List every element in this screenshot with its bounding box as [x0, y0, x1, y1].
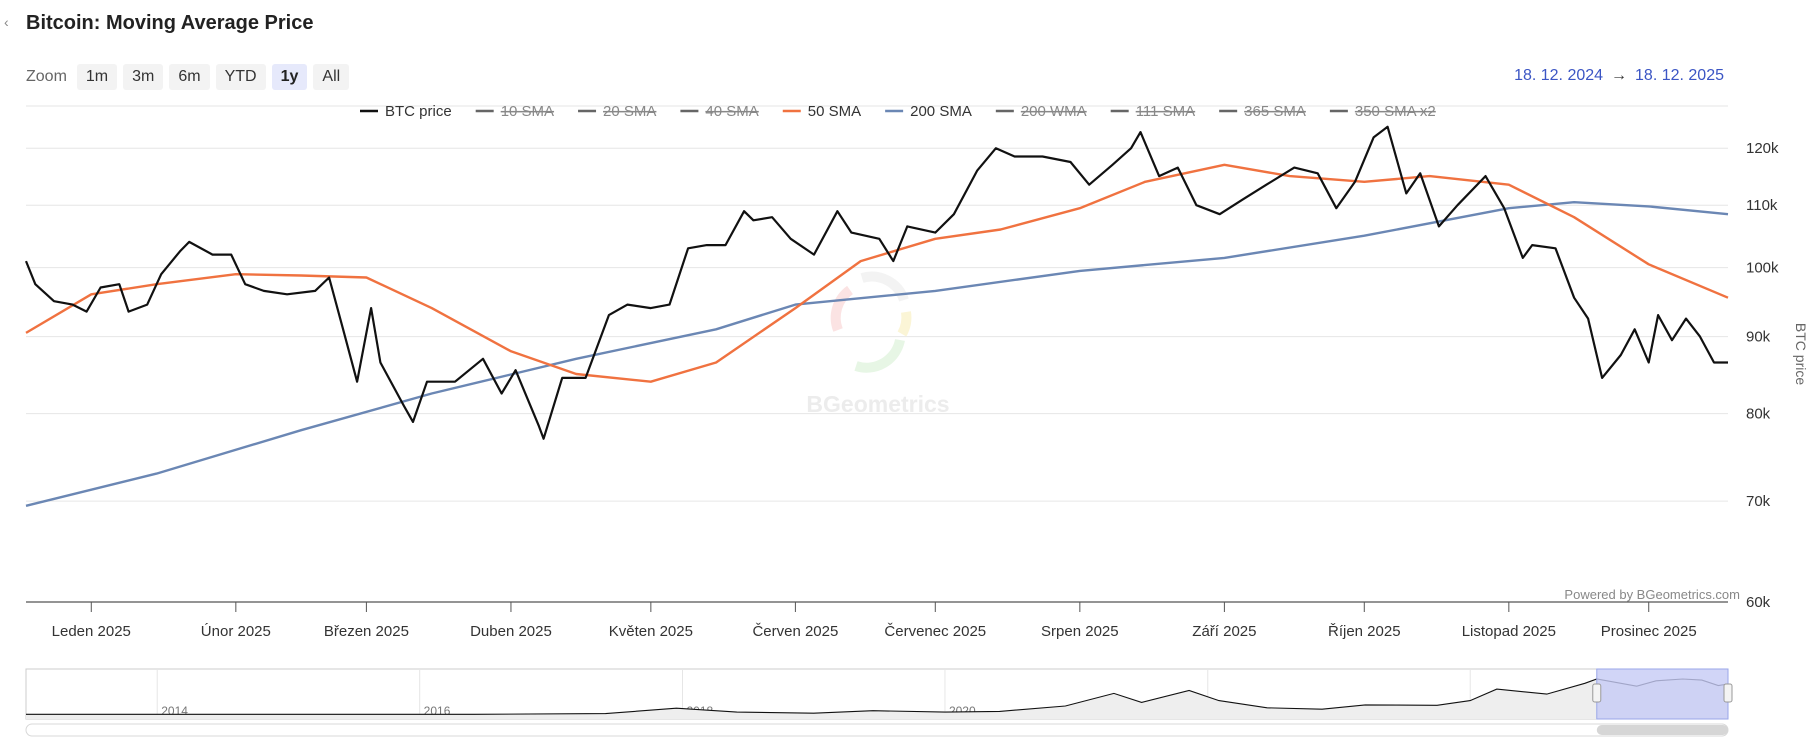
credit-text[interactable]: Powered by BGeometrics.com	[1564, 587, 1740, 602]
date-range: 18. 12. 2024 → 18. 12. 2025	[1514, 67, 1724, 85]
series-line-200-sma	[25, 201, 1729, 507]
y-tick-label: 110k	[1746, 197, 1778, 214]
scrollbar-thumb[interactable]	[1596, 725, 1728, 735]
series-layer	[24, 125, 1729, 507]
legend-item-365-sma[interactable]: 365 SMA	[1244, 103, 1306, 120]
x-tick-label: Leden 2025	[52, 623, 131, 640]
y-tick-label: 60k	[1746, 594, 1771, 611]
x-tick-label: Duben 2025	[470, 623, 552, 640]
x-tick-label: Červen 2025	[752, 623, 838, 640]
legend-item-200-sma[interactable]: 200 SMA	[910, 103, 972, 120]
x-tick-label: Říjen 2025	[1328, 623, 1401, 640]
y-tick-label: 70k	[1746, 493, 1771, 510]
legend-item-10-sma[interactable]: 10 SMA	[501, 103, 554, 120]
zoom-label: Zoom	[26, 68, 67, 85]
legend-item-40-sma[interactable]: 40 SMA	[705, 103, 758, 120]
date-range-arrow: →	[1611, 67, 1628, 84]
zoom-all-button[interactable]: All	[313, 64, 350, 90]
zoom-6m-button[interactable]: 6m	[169, 64, 210, 90]
scrollbar-track[interactable]	[25, 723, 1729, 737]
navigator-right-handle[interactable]	[1723, 683, 1733, 703]
legend-item-111-sma[interactable]: 111 SMA	[1136, 103, 1195, 120]
x-tick-label: Únor 2025	[201, 623, 271, 640]
x-tick-label: Květen 2025	[609, 623, 693, 640]
y-axis-title: BTC price	[1793, 323, 1809, 385]
date-from-input[interactable]: 18. 12. 2024	[1514, 67, 1604, 84]
watermark-logo: BGeometrics	[806, 271, 950, 417]
legend-item-50-sma[interactable]: 50 SMA	[808, 103, 861, 120]
watermark-arc-icon	[897, 311, 912, 337]
back-arrow-icon[interactable]: ‹	[4, 14, 9, 30]
watermark-arc-icon	[854, 338, 905, 373]
legend-item-20-sma[interactable]: 20 SMA	[603, 103, 656, 120]
zoom-ytd-button[interactable]: YTD	[215, 64, 266, 90]
watermark-text: BGeometrics	[806, 391, 949, 417]
x-tick-label: Září 2025	[1192, 623, 1256, 640]
y-tick-label: 90k	[1746, 329, 1771, 346]
x-tick-label: Srpen 2025	[1041, 623, 1119, 640]
y-tick-label: 80k	[1746, 406, 1771, 423]
grid-lines	[26, 105, 1728, 502]
series-line-btc-price	[24, 125, 1728, 440]
series-line-50-sma	[25, 163, 1729, 383]
navigator-left-handle[interactable]	[1592, 683, 1602, 703]
legend-item-350-sma-x2[interactable]: 350 SMA x2	[1355, 103, 1436, 120]
axes: 60k 70k 80k 90k 100k 110k 120k Leden 2025 Únor 2…	[26, 140, 1809, 640]
date-to-input[interactable]: 18. 12. 2025	[1635, 67, 1724, 84]
y-tick-label: 100k	[1746, 260, 1779, 277]
x-tick-label: Červenec 2025	[884, 623, 986, 640]
x-tick-label: Březen 2025	[324, 623, 409, 640]
navigator-selection[interactable]	[1596, 668, 1729, 720]
x-tick-label: Listopad 2025	[1462, 623, 1556, 640]
watermark-arc-icon	[830, 285, 854, 332]
legend-item-200-wma[interactable]: 200 WMA	[1021, 103, 1087, 120]
navigator: 201420162018202020222024	[25, 668, 1733, 737]
zoom-1m-button[interactable]: 1m	[76, 64, 118, 90]
legend: BTC price 10 SMA 20 SMA 40 SMA 50 SMA 200 SMA…	[360, 103, 1436, 120]
zoom-bar: Zoom 1m 3m 6m YTD 1y All	[26, 64, 350, 90]
zoom-1y-button[interactable]: 1y	[271, 64, 308, 90]
chart-title: Bitcoin: Moving Average Price	[26, 12, 314, 34]
zoom-3m-button[interactable]: 3m	[123, 64, 164, 90]
x-tick-label: Prosinec 2025	[1601, 623, 1697, 640]
y-tick-label: 120k	[1746, 140, 1779, 157]
legend-item-btc-price[interactable]: BTC price	[385, 103, 452, 120]
